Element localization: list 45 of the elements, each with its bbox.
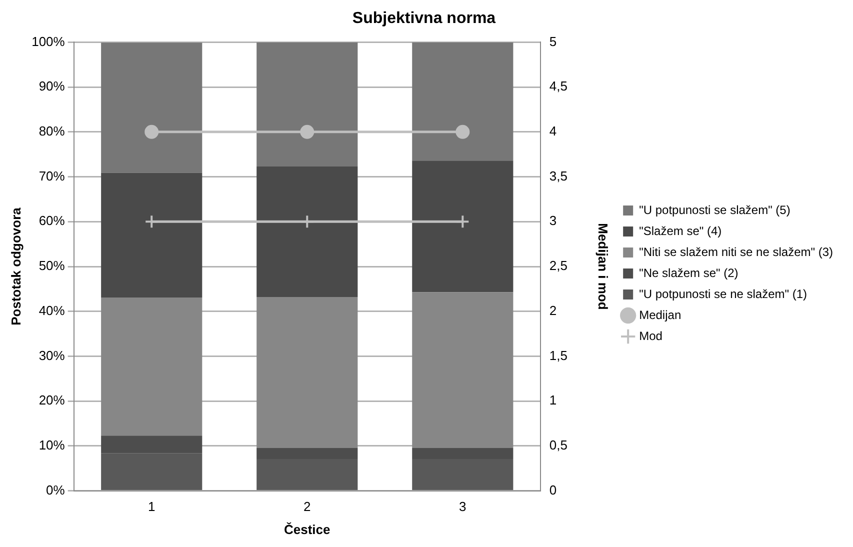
- x-tick-label: 1: [148, 499, 156, 514]
- bar: [256, 297, 358, 448]
- y-tick-label: 60%: [38, 213, 66, 228]
- y2-tick-label: 4: [549, 124, 557, 138]
- bar: [412, 42, 514, 161]
- y-tick-label: 40%: [38, 302, 66, 318]
- y2-tick-label: 2,5: [549, 258, 568, 274]
- y-tick-label: 90%: [38, 78, 66, 94]
- legend-label: "Ne slažem se" (2): [639, 266, 738, 280]
- y-tick-label: 80%: [38, 124, 66, 138]
- y2-tick-label: 5: [549, 34, 557, 49]
- y-tick-label: 70%: [38, 168, 66, 184]
- y2-tick-label: 3: [549, 213, 557, 228]
- chart-title: Subjektivna norma: [352, 10, 496, 28]
- bar: [256, 166, 358, 298]
- y-tick-label: 100%: [32, 34, 66, 49]
- y2-tick-label: 1,5: [549, 348, 568, 363]
- x-axis-title: Čestice: [284, 522, 330, 537]
- y-tick-label: 50%: [38, 258, 66, 274]
- y-tick-label: 20%: [38, 392, 66, 408]
- bar: [256, 42, 358, 166]
- x-tick-label: 3: [459, 499, 466, 514]
- bar: [101, 297, 202, 436]
- y2-tick-label: 0,5: [549, 438, 568, 453]
- legend-label: "Niti se slažem niti se ne slažem" (3): [639, 244, 834, 259]
- y-tick-label: 30%: [38, 348, 66, 363]
- legend-label: "U potpunosti se slažem" (5): [639, 202, 790, 217]
- legend-label: Medijan: [639, 308, 682, 322]
- bar: [412, 160, 514, 292]
- x-tick-label: 2: [304, 499, 311, 514]
- y2-tick-label: 1: [549, 392, 557, 408]
- y2-axis-title: Medijan i mod: [596, 223, 611, 310]
- y2-tick-label: 0: [549, 482, 557, 498]
- y-axis-title: Postotak odgovora: [8, 206, 24, 326]
- y-tick-label: 0%: [46, 482, 66, 498]
- y2-tick-label: 4,5: [549, 78, 568, 94]
- legend-label: "Slažem se" (4): [639, 224, 722, 238]
- y2-tick-label: 2: [549, 302, 557, 318]
- bar: [412, 292, 514, 448]
- bar: [101, 42, 202, 173]
- y2-tick-label: 3,5: [549, 168, 568, 184]
- legend-label: Mod: [639, 328, 662, 343]
- bar: [101, 172, 202, 298]
- y-tick-label: 10%: [38, 438, 66, 453]
- legend-label: "U potpunosti se ne slažem" (1): [639, 286, 808, 301]
